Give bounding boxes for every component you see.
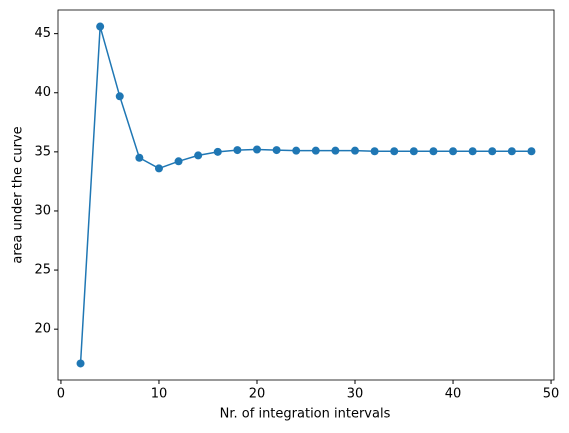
data-point	[527, 147, 536, 156]
y-tick-label: 45	[34, 26, 51, 41]
data-point	[449, 147, 458, 156]
x-tick-label: 40	[445, 387, 462, 402]
data-point	[154, 164, 163, 173]
x-axis-label: Nr. of integration intervals	[220, 407, 391, 422]
data-point	[252, 145, 261, 154]
data-point	[311, 146, 320, 155]
x-tick-label: 0	[57, 387, 65, 402]
x-tick-label: 30	[347, 387, 364, 402]
y-tick-label: 35	[34, 144, 51, 159]
y-axis-label: area under the curve	[11, 126, 26, 263]
data-point	[409, 147, 418, 156]
data-point	[507, 147, 516, 156]
data-point	[331, 146, 340, 155]
data-point	[468, 147, 477, 156]
data-point	[194, 151, 203, 160]
data-point	[174, 157, 183, 166]
data-point	[390, 147, 399, 156]
plot-frame	[57, 9, 555, 381]
data-point	[488, 147, 497, 156]
x-tick-label: 50	[543, 387, 560, 402]
y-tick-label: 20	[34, 322, 51, 337]
y-tick-label: 40	[34, 85, 51, 100]
data-point	[272, 146, 281, 155]
data-point	[292, 146, 301, 155]
data-point	[76, 359, 85, 368]
data-point	[351, 146, 360, 155]
data-point	[115, 92, 124, 101]
data-point	[213, 147, 222, 156]
data-point	[429, 147, 438, 156]
data-point	[233, 146, 242, 155]
data-point	[135, 153, 144, 162]
y-tick-label: 30	[34, 203, 51, 218]
data-point	[96, 22, 105, 31]
x-tick-label: 10	[151, 387, 168, 402]
x-tick-label: 20	[249, 387, 266, 402]
data-point	[370, 147, 379, 156]
series-line	[79, 26, 532, 364]
y-tick-label: 25	[34, 263, 51, 278]
